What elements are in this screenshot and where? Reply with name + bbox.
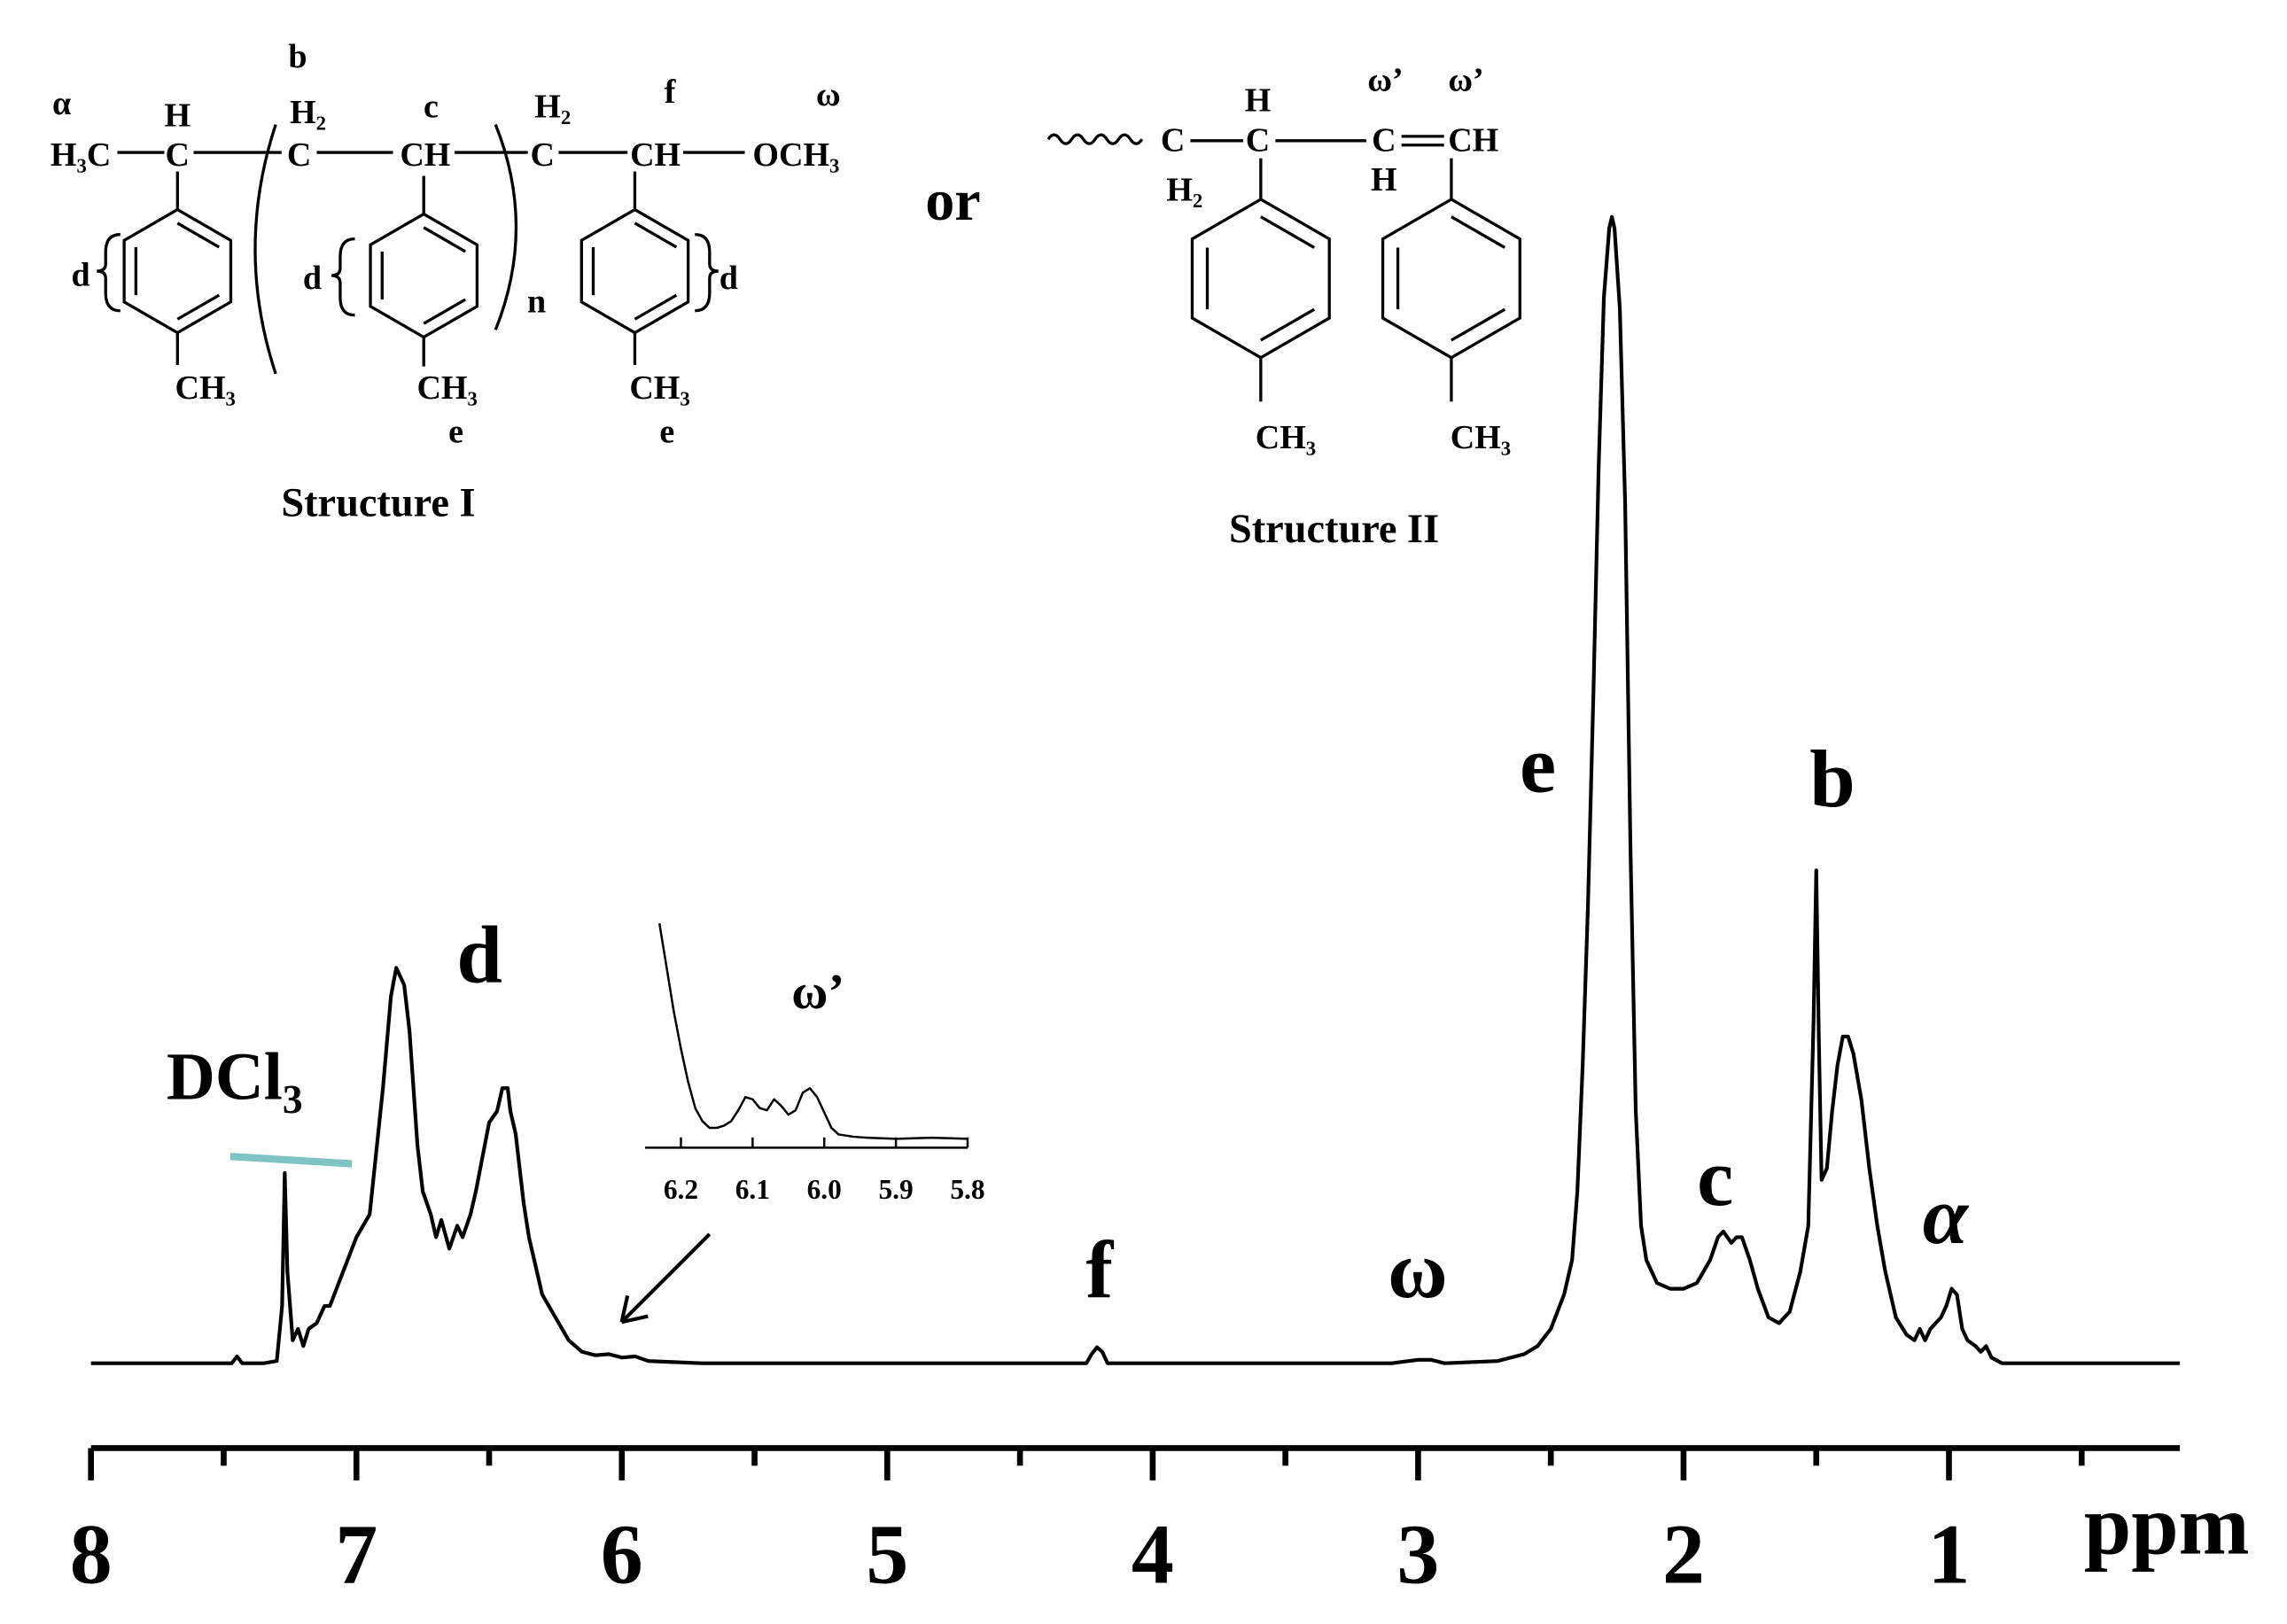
peak-label: ω xyxy=(1388,1224,1448,1316)
atom-label: CH₃ xyxy=(1256,419,1316,456)
atom-label: C xyxy=(166,136,190,174)
brace xyxy=(331,237,355,317)
atom-label: ω’ xyxy=(1448,62,1483,99)
atom-label: H xyxy=(164,97,191,134)
atom-label: CH xyxy=(1448,121,1498,159)
atom-label: d xyxy=(303,260,322,297)
structure-2: C H₂ H C ω’ ω’ C CH H CH₃ CH₃ Structure … xyxy=(1046,62,1511,552)
x-tick-label: 6.0 xyxy=(807,1174,842,1205)
atom-label: n xyxy=(527,283,546,320)
x-tick-label: 8 xyxy=(70,1507,113,1602)
atom-label: C xyxy=(1246,121,1270,159)
atom-label: C xyxy=(1161,121,1185,159)
atom-label: C xyxy=(530,136,554,174)
x-tick-label: 5 xyxy=(866,1507,908,1602)
atom-label: CH xyxy=(630,136,681,174)
atom-label: OCH₃ xyxy=(752,136,839,174)
x-tick-label: 6.2 xyxy=(664,1174,698,1205)
spectrum-line xyxy=(657,923,968,1140)
brace xyxy=(695,233,719,313)
peak-label: d xyxy=(456,909,502,1000)
peak-label: e xyxy=(1520,719,1556,810)
spectrum-line xyxy=(90,214,2181,1365)
x-tick-label: 3 xyxy=(1396,1507,1439,1602)
x-tick-label: 7 xyxy=(335,1507,377,1602)
atom-label: H xyxy=(1245,82,1272,120)
atom-label: C xyxy=(287,136,311,174)
ring-bond xyxy=(1260,215,1316,249)
x-tick-label: 1 xyxy=(1928,1507,1971,1602)
atom-label: d xyxy=(720,260,738,297)
atom-label: C xyxy=(1372,121,1396,159)
atom-label: ω’ xyxy=(1367,62,1403,99)
x-tick-label: 5.9 xyxy=(878,1174,913,1205)
atom-label: CH xyxy=(400,136,450,174)
ring-bond xyxy=(423,298,466,325)
atom-label: CH₃ xyxy=(175,369,236,407)
x-tick-label: 6 xyxy=(601,1507,643,1602)
bonds xyxy=(97,124,745,375)
atom-label: CH₃ xyxy=(629,369,689,407)
structure-1: α H b H₂ c H₂ f ω H₃C C C CH C CH OCH₃ d… xyxy=(51,38,841,525)
ring-bond xyxy=(176,221,221,249)
atom-label: e xyxy=(448,414,463,451)
peak-label: ω’ xyxy=(791,965,844,1020)
peak-label: c xyxy=(1697,1132,1733,1224)
peak-label: DCl₃ xyxy=(167,1040,303,1115)
atom-label: H xyxy=(1371,161,1397,198)
x-axis-label: ppm xyxy=(2084,1478,2250,1573)
atom-label: α xyxy=(52,85,71,122)
peak-label: f xyxy=(1085,1224,1114,1316)
ring-bond xyxy=(1451,307,1506,342)
atom-label: CH₃ xyxy=(416,369,477,407)
structure-caption: Structure I xyxy=(281,480,475,525)
x-tick-label: 5.8 xyxy=(950,1174,984,1205)
peak-label: α xyxy=(1923,1170,1970,1262)
ring-bond xyxy=(634,221,678,249)
arrow-head xyxy=(619,1294,649,1325)
atom-label: d xyxy=(72,257,90,294)
atom-label: ω xyxy=(816,76,841,113)
atom-label: H₂ xyxy=(1166,172,1202,209)
atom-label: c xyxy=(424,88,439,125)
ring-bond xyxy=(176,293,221,321)
structure-caption: Structure II xyxy=(1229,507,1439,552)
ring-bond xyxy=(1451,215,1506,249)
atom-label: e xyxy=(659,414,674,451)
bonds xyxy=(1046,133,1444,147)
atom-label: f xyxy=(665,74,677,111)
atom-label: b xyxy=(288,38,307,75)
atom-label: CH₃ xyxy=(1451,419,1511,456)
arrow-shaft xyxy=(620,1232,712,1324)
atom-label: H₃C xyxy=(51,136,111,174)
wavy-bond xyxy=(1046,133,1144,145)
bracket xyxy=(494,124,518,330)
x-tick-label: 2 xyxy=(1662,1507,1705,1602)
arrow xyxy=(619,1232,712,1325)
ring-bond xyxy=(634,293,678,321)
atom-label: H₂ xyxy=(290,94,326,131)
x-tick-label: 4 xyxy=(1132,1507,1174,1602)
ring-bond xyxy=(423,226,466,253)
ring-bond xyxy=(1260,307,1316,342)
solvent-marker xyxy=(229,1153,353,1168)
peak-label: b xyxy=(1809,734,1855,825)
atom-label: H₂ xyxy=(534,88,571,125)
brace xyxy=(97,233,121,313)
x-tick-label: 6.1 xyxy=(735,1174,770,1205)
connector: or xyxy=(925,168,980,233)
bracket xyxy=(253,124,277,375)
